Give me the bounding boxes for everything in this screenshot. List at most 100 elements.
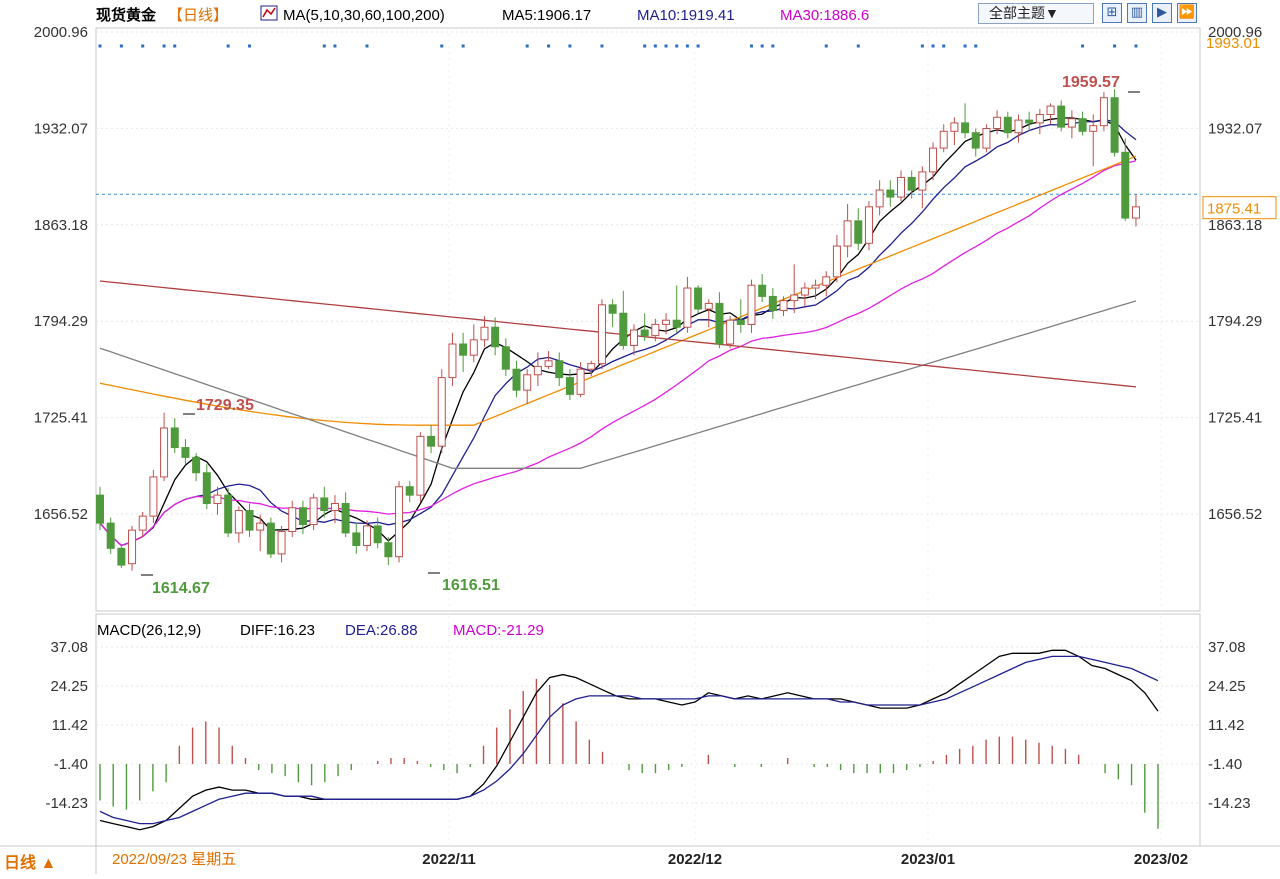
event-dot bbox=[749, 44, 753, 48]
price-tick-left: 1932.07 bbox=[34, 120, 88, 137]
candle-body bbox=[181, 447, 190, 458]
candle-body bbox=[469, 339, 478, 356]
macd-layer bbox=[99, 649, 1159, 831]
ma10-line bbox=[99, 119, 1137, 547]
candle-body bbox=[416, 435, 425, 496]
event-dot bbox=[365, 44, 369, 48]
candle-body bbox=[352, 532, 361, 547]
candle-body bbox=[330, 503, 339, 512]
candle-body bbox=[202, 472, 211, 505]
candle-body bbox=[512, 368, 521, 391]
event-dot bbox=[322, 44, 326, 48]
candle-body bbox=[800, 287, 809, 296]
candle-body bbox=[811, 284, 820, 289]
candle-body bbox=[138, 515, 147, 531]
candle-body bbox=[298, 507, 307, 526]
grid-layer bbox=[0, 27, 1280, 874]
ma5-value: MA5:1906.17 bbox=[502, 7, 591, 24]
candle-body bbox=[768, 295, 777, 311]
candle-body bbox=[704, 302, 713, 310]
macd-tick-left: 11.42 bbox=[52, 717, 88, 734]
candle-body bbox=[245, 510, 254, 531]
macd-dea-line bbox=[99, 655, 1159, 825]
event-dot bbox=[162, 44, 166, 48]
candle-body bbox=[117, 547, 126, 566]
macd-tick-right: 37.08 bbox=[1208, 639, 1246, 656]
ma30-line bbox=[99, 160, 1137, 547]
candle-body bbox=[875, 189, 884, 208]
low-annotation: 1614.67 bbox=[152, 580, 210, 597]
grid-icon[interactable]: ⊞ bbox=[1102, 3, 1122, 23]
candle-body bbox=[640, 329, 649, 337]
macd-tick-right: -1.40 bbox=[1208, 756, 1242, 773]
forward-icon[interactable]: ▶ bbox=[1152, 3, 1172, 23]
candle-body bbox=[993, 116, 1002, 130]
candle-body bbox=[715, 302, 724, 345]
last-price-box bbox=[1202, 196, 1277, 220]
event-dot bbox=[119, 44, 123, 48]
candle-body bbox=[694, 287, 703, 310]
candle-body bbox=[864, 206, 873, 244]
price-panel-frame bbox=[95, 27, 1201, 612]
candle-body bbox=[309, 497, 318, 526]
price-tick-right: 1932.07 bbox=[1208, 120, 1262, 137]
event-dot bbox=[771, 44, 775, 48]
candle-body bbox=[106, 522, 115, 549]
candle-body bbox=[918, 171, 927, 191]
candle-body bbox=[320, 497, 329, 512]
event-dot bbox=[226, 44, 230, 48]
event-dot bbox=[248, 44, 252, 48]
event-dot bbox=[1081, 44, 1085, 48]
event-dot bbox=[942, 44, 946, 48]
candle-body bbox=[747, 284, 756, 325]
fast-forward-icon[interactable]: ⏩ bbox=[1177, 3, 1197, 23]
date-tick: 2022/12 bbox=[668, 851, 722, 868]
candle-body bbox=[1089, 125, 1098, 132]
event-dot bbox=[696, 44, 700, 48]
candle-body bbox=[1046, 105, 1055, 116]
event-dot bbox=[920, 44, 924, 48]
candle-body bbox=[822, 276, 831, 286]
low-annotation: 1616.51 bbox=[442, 577, 500, 594]
event-dot bbox=[643, 44, 647, 48]
price-tick-right: 2000.96 bbox=[1208, 24, 1262, 41]
candle-body bbox=[1025, 119, 1034, 124]
candle-body bbox=[597, 304, 606, 365]
candle-body bbox=[608, 304, 617, 314]
period-selector-button[interactable]: 日线 ▲ bbox=[4, 853, 56, 872]
candle-body bbox=[213, 494, 222, 505]
candle-body bbox=[480, 326, 489, 341]
split-panel-icon[interactable]: ▥ bbox=[1127, 3, 1147, 23]
ma-indicator-icon-line bbox=[262, 7, 276, 18]
candle-body bbox=[277, 531, 286, 555]
event-dot bbox=[600, 44, 604, 48]
candle-body bbox=[758, 284, 767, 297]
candle-body bbox=[427, 435, 436, 447]
event-dot bbox=[547, 44, 551, 48]
period-tag[interactable]: 【日线】 bbox=[168, 7, 228, 24]
candle-body bbox=[1121, 151, 1130, 219]
ma200-line bbox=[99, 280, 1137, 388]
event-dot bbox=[963, 44, 967, 48]
price-tick-left: 1725.41 bbox=[34, 410, 88, 427]
candle-body bbox=[587, 363, 596, 370]
candle-body bbox=[662, 319, 671, 325]
candle-body bbox=[170, 427, 179, 449]
high-annotation: 1959.57 bbox=[1062, 74, 1120, 91]
macd-tick-left: -1.40 bbox=[54, 756, 88, 773]
candlestick-layer bbox=[96, 89, 1140, 571]
candle-body bbox=[1003, 116, 1012, 134]
ma10-value: MA10:1919.41 bbox=[637, 7, 735, 24]
candle-body bbox=[437, 377, 446, 447]
ma30-value: MA30:1886.6 bbox=[780, 7, 869, 24]
moving-average-layer bbox=[99, 117, 1137, 547]
candle-body bbox=[1067, 118, 1076, 128]
candle-body bbox=[854, 220, 863, 244]
macd-hist-value: MACD:-21.29 bbox=[453, 622, 544, 639]
cursor-date: 2022/09/23 星期五 bbox=[112, 851, 236, 868]
theme-dropdown-button[interactable]: 全部主题▼ bbox=[978, 3, 1094, 24]
price-tick-left: 1794.29 bbox=[34, 313, 88, 330]
candle-body bbox=[448, 343, 457, 379]
candle-body bbox=[630, 329, 638, 346]
price-tick-left: 1863.18 bbox=[34, 217, 88, 234]
